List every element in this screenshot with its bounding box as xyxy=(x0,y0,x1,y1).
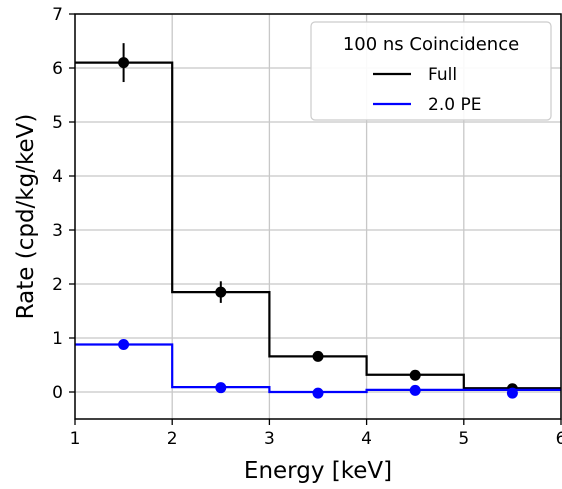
data-point xyxy=(118,338,130,350)
series-layer xyxy=(75,43,561,399)
y-tick-label: 1 xyxy=(52,329,63,349)
x-tick-label: 3 xyxy=(264,429,275,449)
data-point xyxy=(118,57,130,69)
y-tick-label: 5 xyxy=(52,113,63,133)
legend-entry: 2.0 PE xyxy=(428,95,481,115)
data-point xyxy=(409,369,421,381)
legend-entry: Full xyxy=(428,65,457,85)
x-tick-label: 6 xyxy=(556,429,562,449)
y-axis-label: Rate (cpd/kg/keV) xyxy=(13,114,39,320)
data-point xyxy=(506,387,518,399)
legend-title: 100 ns Coincidence xyxy=(343,34,519,55)
series-full xyxy=(75,43,561,395)
legend-box xyxy=(310,21,552,121)
y-tick-label: 6 xyxy=(52,59,63,79)
step-line xyxy=(75,343,561,394)
x-tick-label: 2 xyxy=(167,429,178,449)
y-tick-label: 2 xyxy=(52,275,63,295)
x-axis-label: Energy [keV] xyxy=(244,458,392,484)
ticks: 1 2 3 4 5 6 0 1 2 3 4 5 6 7 xyxy=(52,5,562,449)
data-point xyxy=(215,382,227,394)
x-tick-label: 5 xyxy=(458,429,469,449)
y-tick-label: 4 xyxy=(52,167,63,187)
y-tick-label: 3 xyxy=(52,221,63,241)
data-point xyxy=(215,286,227,298)
plot-frame xyxy=(74,13,562,420)
data-point xyxy=(312,350,324,362)
data-point xyxy=(409,384,421,396)
legend: 100 ns Coincidence Full 2.0 PE xyxy=(310,21,552,121)
x-tick-label: 1 xyxy=(70,429,81,449)
series-pe xyxy=(75,338,561,399)
data-point xyxy=(312,387,324,399)
x-tick-label: 4 xyxy=(361,429,372,449)
y-tick-label: 0 xyxy=(52,383,63,403)
y-tick-label: 7 xyxy=(52,5,63,25)
